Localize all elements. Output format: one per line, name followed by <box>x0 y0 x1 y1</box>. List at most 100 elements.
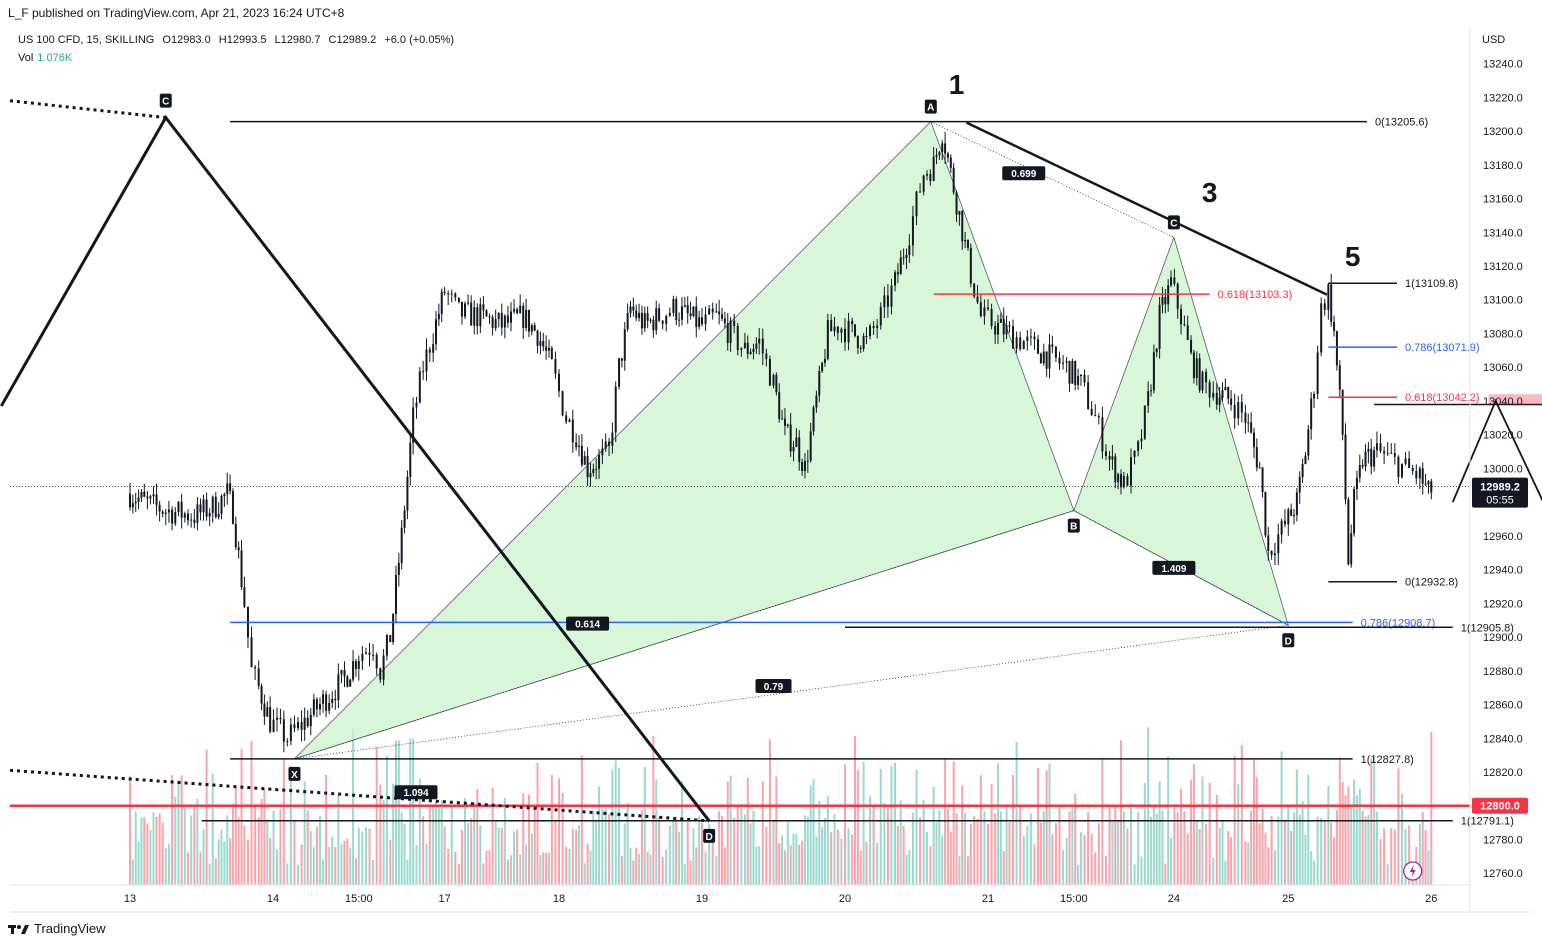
volume-bar <box>1327 786 1330 885</box>
volume-bar <box>1386 864 1389 885</box>
candle-body <box>830 320 833 332</box>
candle-body <box>361 653 364 661</box>
candle-body <box>701 317 703 325</box>
fib-level-label: 1(13109.8) <box>1405 278 1458 290</box>
candle-body <box>1427 481 1430 485</box>
abcd-point-D-text: D <box>706 832 713 843</box>
volume-bar <box>672 818 675 885</box>
volume-bar <box>149 829 152 885</box>
volume-bar <box>859 850 862 885</box>
candle-body <box>1051 344 1054 347</box>
volume-bar <box>915 769 918 885</box>
candle-body <box>418 371 421 403</box>
volume-bar <box>1341 781 1344 885</box>
volume-bar <box>1094 852 1097 885</box>
candle-body <box>1430 481 1433 493</box>
fib-level-label: 0.786(12908.7) <box>1361 617 1436 629</box>
candle-body <box>803 461 806 472</box>
volume-bar <box>1071 803 1074 885</box>
abcd-point-C: C <box>159 93 172 108</box>
candle-body <box>240 550 243 588</box>
candle-body <box>1158 304 1161 349</box>
volume-bar <box>1158 781 1161 885</box>
candle-body <box>792 447 795 452</box>
volume-bar <box>152 812 155 885</box>
volume-bar <box>640 810 643 885</box>
volume-bar <box>692 828 695 885</box>
volume-bar <box>334 847 337 885</box>
volume-bar <box>161 822 164 885</box>
volume-bar <box>394 740 397 885</box>
candle-body <box>1108 456 1111 460</box>
candle-body <box>1418 468 1421 479</box>
volume-bar <box>680 781 683 885</box>
fib-level-label: 0(13205.6) <box>1375 117 1428 129</box>
volume-bar <box>1058 807 1061 885</box>
volume-bar <box>1353 779 1356 885</box>
volume-bar <box>1108 805 1111 885</box>
candle-body <box>809 431 812 461</box>
candle-body <box>392 614 395 643</box>
volume-bar <box>303 781 306 885</box>
volume-bar <box>1227 831 1230 885</box>
candle-body <box>686 305 689 314</box>
candle-body <box>276 717 279 720</box>
volume-bar <box>721 816 724 885</box>
ohlc-high: H12993.5 <box>218 34 267 46</box>
volume-bar <box>801 840 804 885</box>
ratio-label-text: 1.094 <box>403 788 428 799</box>
volume-indicator-legend[interactable]: Vol 1.076K <box>18 52 72 64</box>
currency-label: USD <box>1482 34 1506 46</box>
candle-body <box>958 211 961 215</box>
candle-body <box>325 694 328 711</box>
candle-body <box>1247 422 1250 424</box>
x-tick-label: 15:00 <box>345 893 373 905</box>
candle-body <box>533 325 536 331</box>
candle-body <box>1404 458 1407 464</box>
candle-body <box>1333 321 1336 331</box>
volume-bar <box>869 796 872 885</box>
candle-body <box>1424 483 1427 485</box>
volume-bar <box>406 859 409 885</box>
volume-bar <box>1424 829 1427 885</box>
volume-bar <box>300 844 303 885</box>
ratio-label-bg <box>394 785 438 800</box>
candle-body <box>638 312 641 319</box>
volume-bar <box>1062 850 1065 885</box>
volume-bar <box>830 832 833 885</box>
volume-bar <box>1015 741 1018 885</box>
symbol-name[interactable]: US 100 CFD, 15, SKILLING <box>18 34 155 46</box>
candle-body <box>491 317 494 329</box>
volume-bar <box>488 850 491 885</box>
volume-bar <box>174 796 177 885</box>
candle-body <box>611 432 614 446</box>
x-tick-label: 25 <box>1282 893 1294 905</box>
candle-body <box>983 307 986 317</box>
candle-body <box>1039 353 1042 364</box>
volume-bar <box>1180 788 1183 885</box>
volume-bar <box>786 821 789 885</box>
candle-body <box>289 724 292 742</box>
candle-body <box>752 348 755 352</box>
volume-bar <box>675 821 678 885</box>
volume-bar <box>1358 788 1361 885</box>
candle-body <box>167 509 170 513</box>
candle-body <box>158 504 161 512</box>
candle-body <box>1071 360 1074 384</box>
volume-bar <box>718 811 721 885</box>
candle-body <box>795 437 798 448</box>
volume-bar <box>1397 768 1400 885</box>
volume-bar <box>620 855 623 885</box>
volume-bar <box>695 847 698 885</box>
volume-bar <box>1133 864 1136 885</box>
candle-body <box>488 316 491 318</box>
volume-bar <box>1117 820 1120 885</box>
volume-bar <box>542 852 545 885</box>
candle-body <box>580 445 583 465</box>
candle-body <box>473 307 476 326</box>
volume-bar <box>1012 774 1015 885</box>
fib-level-label: 1(12905.8) <box>1461 622 1514 634</box>
volume-bar <box>137 841 140 885</box>
candle-body <box>1008 325 1011 327</box>
